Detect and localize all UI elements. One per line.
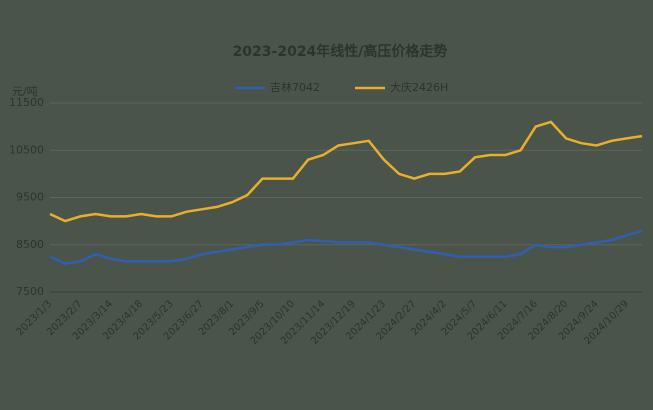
- y-tick-label: 7500: [16, 285, 44, 298]
- y-tick-label: 10500: [9, 143, 44, 156]
- chart-title: 2023-2024年线性/高压价格走势: [233, 43, 448, 60]
- legend-label: 吉林7042: [270, 80, 320, 94]
- series-line: [49, 120, 643, 223]
- y-tick-label: 9500: [16, 191, 44, 204]
- y-tick-label: 8500: [16, 238, 44, 251]
- series-line: [49, 229, 643, 265]
- y-axis-label: 元/吨: [12, 85, 38, 98]
- legend-label: 大庆2426H: [390, 80, 448, 94]
- y-tick-label: 11500: [9, 96, 44, 109]
